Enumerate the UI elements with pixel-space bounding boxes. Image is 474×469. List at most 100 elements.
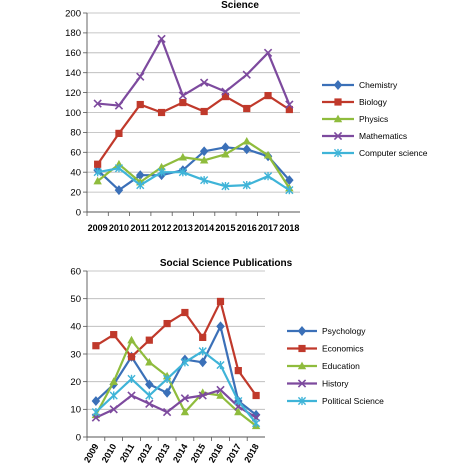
y-tick-label: 50 bbox=[70, 294, 81, 305]
data-point bbox=[199, 78, 209, 87]
data-point bbox=[145, 379, 154, 390]
data-point bbox=[127, 374, 136, 383]
data-point bbox=[163, 374, 172, 383]
series-line-computer-science bbox=[97, 167, 290, 192]
series-political-science bbox=[91, 347, 261, 428]
x-tick-label: 2011 bbox=[118, 442, 136, 464]
legend-item-chemistry: Chemistry bbox=[322, 80, 398, 90]
data-point bbox=[93, 99, 102, 108]
x-tick-label: 2013 bbox=[153, 442, 172, 464]
data-point bbox=[216, 360, 225, 370]
x-tick-label: 2013 bbox=[173, 223, 193, 233]
data-point bbox=[136, 181, 145, 190]
legend-marker bbox=[333, 148, 343, 158]
data-point bbox=[234, 396, 243, 406]
chart-title: Social Science Publications bbox=[160, 258, 293, 269]
x-tick-label: 2018 bbox=[242, 442, 261, 464]
data-point bbox=[92, 342, 100, 350]
x-tick-label: 2016 bbox=[237, 223, 257, 233]
x-tick-label: 2016 bbox=[207, 442, 226, 464]
legend-marker bbox=[333, 114, 343, 123]
data-point bbox=[200, 107, 208, 116]
legend-marker bbox=[333, 80, 343, 90]
data-point bbox=[263, 48, 273, 57]
legend-marker bbox=[297, 379, 307, 388]
legend: Chemistry Biology Physics Mathematics Comput… bbox=[322, 80, 428, 158]
y-tick-label: 40 bbox=[70, 168, 81, 179]
legend-label: Mathematics bbox=[359, 131, 407, 141]
data-point bbox=[145, 357, 154, 366]
series-biology bbox=[94, 91, 293, 168]
y-tick-label: 40 bbox=[70, 322, 81, 333]
data-point bbox=[179, 98, 187, 107]
data-point bbox=[114, 185, 124, 196]
data-point bbox=[157, 34, 166, 44]
x-tick-label: 2017 bbox=[224, 442, 243, 464]
y-tick-label: 60 bbox=[70, 148, 81, 159]
legend-item-economics: Economics bbox=[287, 344, 364, 354]
data-point bbox=[216, 297, 225, 306]
x-tick-label: 2012 bbox=[135, 442, 154, 464]
series-line-physics bbox=[96, 140, 291, 189]
data-point bbox=[285, 100, 294, 109]
data-point bbox=[263, 172, 273, 181]
data-point bbox=[109, 377, 118, 385]
y-tick-label: 140 bbox=[65, 68, 81, 79]
data-point bbox=[242, 181, 251, 190]
x-tick-label: 2014 bbox=[194, 223, 214, 233]
data-point bbox=[94, 160, 102, 168]
data-point bbox=[252, 391, 260, 400]
chart-title: Science bbox=[221, 0, 259, 11]
data-point bbox=[285, 105, 293, 114]
legend-item-biology: Biology bbox=[322, 97, 388, 107]
legend-item-mathematics: Mathematics bbox=[322, 131, 407, 141]
data-point bbox=[157, 162, 166, 171]
series-line-mathematics bbox=[97, 37, 291, 107]
data-point bbox=[178, 152, 188, 161]
data-point bbox=[252, 419, 261, 428]
data-point bbox=[263, 150, 273, 159]
data-point bbox=[198, 357, 207, 368]
series-line-history bbox=[95, 388, 257, 419]
data-point bbox=[162, 407, 172, 417]
data-point bbox=[127, 353, 136, 361]
series-education bbox=[91, 335, 261, 430]
series-line-chemistry bbox=[96, 146, 291, 192]
series-line-biology bbox=[96, 94, 290, 165]
series-physics bbox=[93, 136, 294, 192]
legend-label: Computer science bbox=[359, 148, 428, 158]
x-tick-label: 2017 bbox=[258, 223, 278, 233]
legend-marker bbox=[298, 344, 306, 353]
data-point bbox=[145, 391, 154, 400]
data-point bbox=[145, 399, 154, 408]
data-point bbox=[93, 176, 102, 185]
x-tick-label: 2014 bbox=[171, 442, 190, 464]
data-point bbox=[216, 385, 225, 395]
y-tick-label: 200 bbox=[65, 8, 81, 19]
series-line-education bbox=[94, 339, 257, 427]
data-point bbox=[199, 155, 209, 164]
data-point bbox=[162, 387, 172, 398]
y-tick-label: 20 bbox=[70, 187, 81, 198]
x-tick-label: 2009 bbox=[88, 223, 108, 233]
data-point bbox=[180, 394, 190, 403]
data-point bbox=[157, 108, 166, 117]
data-point bbox=[221, 92, 230, 101]
data-point bbox=[242, 144, 252, 155]
data-point bbox=[243, 104, 251, 113]
x-tick-label: 2010 bbox=[109, 223, 129, 233]
legend-label: Education bbox=[322, 361, 360, 371]
legend-label: Psychology bbox=[322, 326, 366, 336]
y-tick-label: 30 bbox=[70, 349, 81, 360]
data-point bbox=[127, 335, 136, 344]
data-point bbox=[145, 336, 153, 344]
y-tick-label: 20 bbox=[70, 377, 81, 388]
x-tick-label: 2012 bbox=[152, 223, 172, 233]
social-science-chart: Social Science Publications 0 10 20 30 40 50 60… bbox=[70, 258, 384, 464]
y-tick-label: 100 bbox=[65, 108, 81, 119]
data-point bbox=[180, 358, 189, 367]
legend-marker bbox=[333, 131, 343, 141]
legend-label: Physics bbox=[359, 114, 388, 124]
legend-item-physics: Physics bbox=[322, 114, 388, 124]
